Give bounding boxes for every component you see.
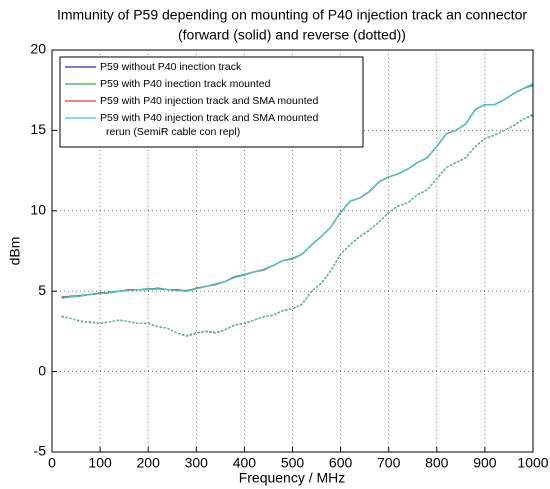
- y-tick-label: -5: [34, 443, 47, 459]
- x-tick-label: 700: [377, 455, 401, 471]
- x-tick-label: 200: [137, 455, 161, 471]
- series-line-reverse: [61, 113, 534, 337]
- x-tick-label: 600: [329, 455, 353, 471]
- legend-label: P59 with P40 injection track and SMA mou…: [100, 112, 318, 124]
- y-tick-label: 15: [30, 121, 46, 137]
- legend-box: [59, 56, 364, 148]
- x-tick-label: 900: [473, 455, 497, 471]
- y-axis-label: dBm: [7, 237, 23, 266]
- x-tick-label: 1000: [517, 455, 548, 471]
- x-tick-label: 500: [281, 455, 305, 471]
- x-tick-label: 400: [233, 455, 257, 471]
- chart-title: Immunity of P59 depending on mounting of…: [57, 7, 527, 23]
- chart-subtitle: (forward (solid) and reverse (dotted)): [178, 27, 406, 43]
- legend-label: rerun (SemiR cable con repl): [106, 126, 240, 138]
- x-tick-label: 100: [88, 455, 112, 471]
- legend-label: P59 without P40 inection track: [100, 61, 242, 73]
- y-tick-label: 20: [30, 41, 46, 57]
- y-tick-label: 5: [38, 282, 46, 298]
- x-tick-label: 300: [185, 455, 209, 471]
- y-tick-label: 0: [38, 362, 46, 378]
- x-tick-label: 800: [425, 455, 449, 471]
- series-line: [61, 83, 534, 300]
- y-tick-label: 10: [30, 202, 46, 218]
- legend-label: P59 with P40 inection track mounted: [100, 78, 271, 90]
- plot-frame: [51, 49, 534, 453]
- legend-label: P59 with P40 injection track and SMA mou…: [100, 95, 318, 107]
- x-tick-label: 0: [48, 455, 56, 471]
- x-axis-label: Frequency / MHz: [239, 470, 346, 486]
